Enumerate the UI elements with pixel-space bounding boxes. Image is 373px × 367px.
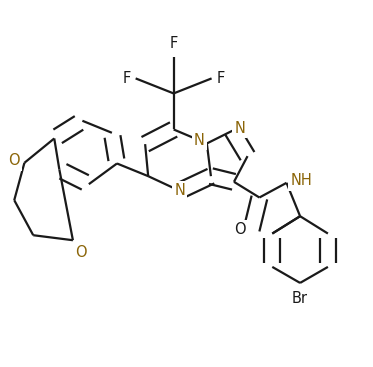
Text: O: O	[75, 245, 87, 260]
Text: F: F	[169, 36, 178, 51]
Text: Br: Br	[292, 291, 308, 306]
Text: F: F	[122, 71, 131, 86]
Text: F: F	[217, 71, 225, 86]
Text: N: N	[234, 121, 245, 136]
Text: O: O	[234, 222, 245, 237]
Text: O: O	[8, 153, 19, 168]
Text: N: N	[174, 184, 185, 198]
Text: N: N	[194, 133, 205, 148]
Text: NH: NH	[291, 173, 312, 188]
